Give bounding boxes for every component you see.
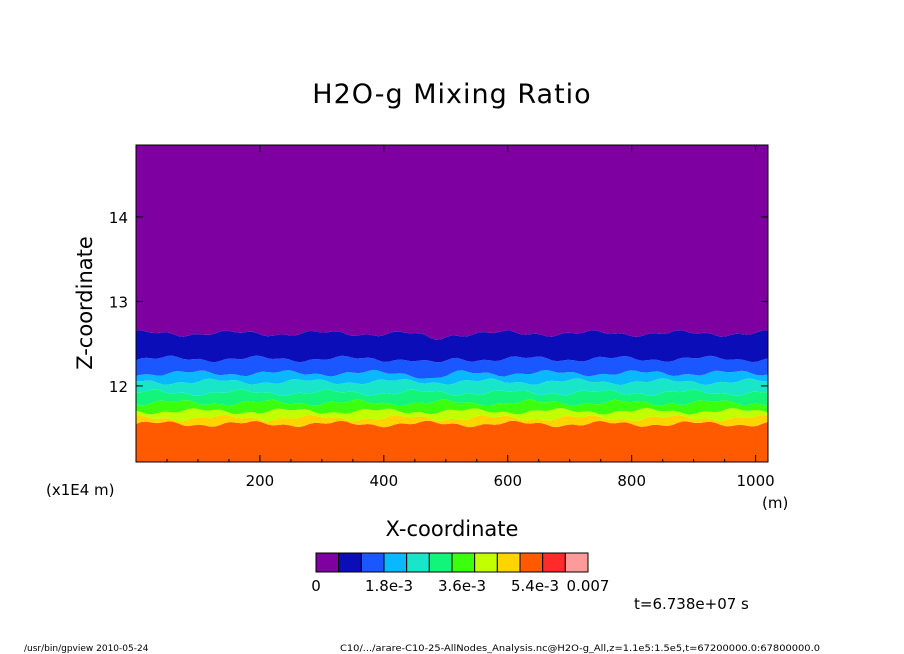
colorbar-label: 5.4e-3 <box>511 577 559 595</box>
y-tick-label: 12 <box>109 378 128 396</box>
contour-layer <box>136 145 768 340</box>
contour-layer <box>136 369 768 386</box>
colorbar-swatch <box>406 552 430 573</box>
chart-title: H2O-g Mixing Ratio <box>312 79 591 110</box>
contour-layer <box>136 330 768 363</box>
footer-left: /usr/bin/gpview 2010-05-24 <box>24 644 149 654</box>
colorbar-swatch <box>451 552 476 573</box>
colorbar-label: 0.007 <box>567 577 610 595</box>
contour-layer <box>136 420 768 462</box>
y-axis-units: (x1E4 m) <box>46 481 115 499</box>
x-axis-units: (m) <box>762 494 788 512</box>
colorbar-label: 1.8e-3 <box>365 577 413 595</box>
x-tick-label: 400 <box>370 472 399 490</box>
y-axis-label: Z-coordinate <box>73 236 97 370</box>
colorbar-swatch <box>496 552 521 573</box>
colorbar <box>315 552 589 573</box>
colorbar-swatch <box>564 552 589 573</box>
colorbar-label: 3.6e-3 <box>438 577 486 595</box>
contour-layer <box>136 399 768 415</box>
contour-layer <box>136 378 768 396</box>
contour-layer <box>136 407 768 422</box>
time-label: t=6.738e+07 s <box>634 595 749 613</box>
x-tick-label: 600 <box>493 472 522 490</box>
plot-area <box>136 145 768 462</box>
y-tick-label: 14 <box>109 209 128 227</box>
colorbar-swatch <box>315 552 340 573</box>
colorbar-swatch <box>519 552 544 573</box>
y-tick-label: 13 <box>109 293 128 311</box>
contour-layer <box>136 355 768 379</box>
x-axis-label: X-coordinate <box>386 517 519 541</box>
colorbar-swatch <box>542 552 566 573</box>
contour-layer <box>136 414 768 428</box>
plot-frame <box>135 144 769 463</box>
x-tick-label: 800 <box>617 472 646 490</box>
x-axis-ticks: 200 400 600 800 1000 <box>166 145 775 490</box>
x-tick-label: 1000 <box>737 472 775 490</box>
colorbar-swatch <box>428 552 453 573</box>
footer-right: C10/.../arare-C10-25-AllNodes_Analysis.n… <box>340 644 820 654</box>
y-axis-ticks: 12 13 14 <box>109 209 768 396</box>
colorbar-swatch <box>474 552 498 573</box>
colorbar-label: 0 <box>311 577 321 595</box>
colorbar-labels: 0 1.8e-3 3.6e-3 5.4e-3 0.007 <box>311 577 609 595</box>
colorbar-swatch <box>383 552 408 573</box>
colorbar-swatch <box>360 552 385 573</box>
x-tick-label: 200 <box>246 472 275 490</box>
colorbar-swatch <box>338 552 362 573</box>
